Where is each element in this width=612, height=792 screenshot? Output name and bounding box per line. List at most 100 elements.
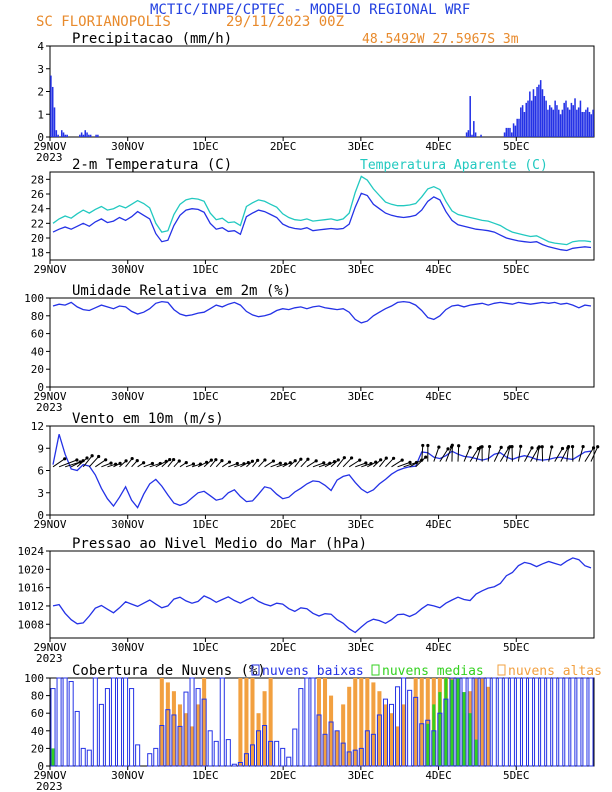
wind-arrow-head	[271, 459, 276, 463]
legend-swatch	[251, 664, 260, 676]
wind-arrow	[493, 447, 502, 462]
x-tick-label: 5DEC	[503, 140, 530, 153]
x-tick-label: 30NOV	[111, 518, 144, 531]
cloud-low-bar	[243, 753, 249, 767]
wind-arrow-head	[130, 456, 134, 461]
wind-arrow-head	[519, 444, 523, 449]
wind-arrow	[566, 446, 570, 462]
x-tick-label: 4DEC	[425, 263, 452, 276]
panel-title: Vento em 10m (m/s)	[72, 411, 224, 427]
cloud-low-bar	[123, 677, 129, 767]
wind-arrow-head	[263, 458, 267, 462]
y-tick-label: 1	[37, 108, 44, 121]
cloud-low-bar	[237, 761, 243, 767]
plot-frame	[49, 550, 595, 639]
precip-bar	[525, 102, 527, 137]
cloud-high-bar	[395, 726, 400, 766]
x-tick-label: 30NOV	[111, 769, 144, 782]
x-tick-label: 30NOV	[111, 140, 144, 153]
cloud-high-bar	[365, 678, 370, 766]
wind-arrow-head	[336, 458, 340, 462]
y-tick-label: 0	[37, 509, 44, 522]
cloud-low-bar	[177, 725, 183, 767]
precip-bar	[530, 100, 533, 137]
x-tick-label: 3DEC	[348, 390, 375, 403]
cloud-high-bar	[347, 686, 352, 766]
wind-arrow	[457, 445, 460, 462]
wind-arrow	[330, 459, 339, 468]
cloud-high-bar	[202, 678, 207, 766]
panel-title: Cobertura de Nuvens (%)	[72, 663, 266, 679]
cloud-low-bar	[274, 740, 280, 767]
precip-bar	[536, 86, 538, 137]
wind-arrow	[101, 462, 112, 468]
cloud-low-bar	[425, 719, 431, 767]
precip-bar	[576, 109, 578, 137]
x-tick-label: 2DEC	[270, 518, 297, 531]
cloud-low-bar	[147, 753, 153, 767]
cloud-high-bar	[341, 704, 346, 766]
precip-bar	[545, 100, 547, 137]
precip-bar	[561, 109, 564, 137]
cloud-low-bar	[552, 677, 558, 767]
x-tick-label: 5DEC	[503, 641, 530, 654]
cloud-low-bar	[540, 677, 546, 767]
cloud-high-bar	[250, 678, 255, 766]
precip-bar	[520, 107, 522, 137]
x-tick-label: 1DEC	[192, 518, 219, 531]
wind-arrow-head	[364, 461, 368, 465]
wind-arrow	[415, 456, 427, 468]
cloud-high-bar	[419, 678, 424, 766]
x-tick-label: 30NOV	[111, 263, 144, 276]
precip-bar	[55, 130, 58, 137]
wind-arrow-head	[235, 461, 239, 466]
precip-bar	[516, 118, 518, 137]
cloud-low-bar	[195, 688, 201, 767]
cloud-low-bar	[135, 744, 141, 767]
panel-5: 1008 1012 1016 1020 1024 29NOV 30NOV 1DEC 2DEC 3D…	[18, 536, 595, 665]
wind-arrow-head	[85, 456, 89, 460]
wind-arrow	[578, 446, 584, 462]
wind-arrow	[294, 458, 302, 468]
precip-bar	[539, 80, 542, 137]
wind-arrow-head	[288, 461, 292, 465]
wind-arrow	[270, 462, 281, 468]
cloud-high-bar	[371, 682, 376, 766]
x-tick-label: 30NOV	[111, 390, 144, 403]
y-tick-label: 0	[37, 760, 44, 773]
cloud-low-bar	[231, 763, 237, 767]
cloud-low-bar	[153, 747, 159, 767]
panel-title: 2-m Temperatura (C)	[72, 157, 232, 173]
precip-bar	[552, 109, 555, 137]
cloud-high-bar	[244, 678, 249, 766]
header-run: 29/11/2023 00Z	[226, 14, 344, 30]
wind-arrow	[445, 446, 452, 462]
wind-arrow-head	[142, 461, 146, 465]
wind-arrow-head	[446, 447, 450, 451]
precip-bar	[79, 134, 81, 137]
cloud-low-bar	[116, 677, 123, 767]
wind-arrow-head	[480, 445, 484, 449]
wind-arrow-head	[299, 457, 303, 461]
cloud-low-bar	[316, 714, 322, 767]
plot-frame	[49, 297, 595, 388]
precip-bar	[465, 132, 468, 137]
cloud-low-bar	[467, 677, 473, 767]
legend-label: nuvens baixas	[262, 664, 364, 679]
wind-arrow-head	[172, 457, 176, 462]
precip-bar	[474, 132, 477, 137]
wind-arrow	[125, 458, 133, 468]
wind-arrow-head	[530, 446, 534, 450]
cloud-low-bar	[280, 747, 286, 767]
precip-bar	[521, 105, 524, 137]
apparent-temp-line	[52, 175, 592, 246]
wind-arrow	[324, 461, 335, 468]
x-tick-label: 3DEC	[348, 641, 375, 654]
cloud-low-bar	[364, 730, 370, 767]
cloud-low-bar	[401, 677, 407, 767]
cloud-low-bar	[546, 677, 552, 767]
wind-arrow	[64, 461, 81, 468]
precip-bar	[514, 125, 517, 137]
cloud-low-bar	[183, 691, 189, 767]
y-tick-label: 1024	[18, 545, 45, 558]
